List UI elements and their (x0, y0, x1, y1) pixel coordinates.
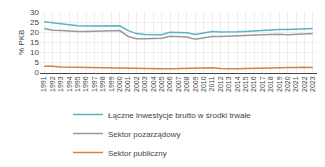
svg-text:2012: 2012 (217, 76, 224, 92)
svg-text:2002: 2002 (133, 76, 140, 92)
svg-text:2005: 2005 (158, 76, 165, 92)
svg-text:1994: 1994 (66, 76, 73, 92)
svg-text:2020: 2020 (284, 76, 291, 92)
svg-text:2017: 2017 (259, 76, 266, 92)
svg-text:1991: 1991 (40, 76, 47, 92)
svg-text:2019: 2019 (276, 76, 283, 92)
svg-text:2007: 2007 (175, 76, 182, 92)
svg-text:1993: 1993 (57, 76, 64, 92)
svg-text:15: 15 (30, 38, 39, 47)
svg-text:20: 20 (30, 28, 39, 37)
svg-text:30: 30 (30, 8, 39, 17)
svg-text:2009: 2009 (192, 76, 199, 92)
svg-text:2021: 2021 (292, 76, 299, 92)
svg-text:2015: 2015 (242, 76, 249, 92)
svg-text:10: 10 (30, 48, 39, 57)
svg-text:2018: 2018 (267, 76, 274, 92)
svg-text:2011: 2011 (208, 76, 215, 91)
svg-text:Łączne inwestycje brutto w śro: Łączne inwestycje brutto w środki trwałe (108, 111, 251, 120)
svg-text:2003: 2003 (141, 76, 148, 92)
svg-text:2000: 2000 (116, 76, 123, 92)
svg-text:2023: 2023 (309, 76, 316, 92)
svg-text:5: 5 (35, 58, 40, 67)
svg-text:% PKB: % PKB (17, 30, 26, 55)
svg-text:2006: 2006 (166, 76, 173, 92)
svg-text:1998: 1998 (99, 76, 106, 92)
svg-text:1999: 1999 (108, 76, 115, 92)
svg-text:2004: 2004 (150, 76, 157, 92)
svg-text:1996: 1996 (82, 76, 89, 92)
svg-text:2008: 2008 (183, 76, 190, 92)
svg-text:2014: 2014 (234, 76, 241, 92)
svg-text:Sektor publiczny: Sektor publiczny (108, 149, 167, 158)
svg-text:0: 0 (35, 68, 40, 77)
svg-text:Sektor pozarządowy: Sektor pozarządowy (108, 130, 180, 139)
svg-text:2001: 2001 (124, 76, 131, 92)
svg-text:25: 25 (30, 18, 39, 27)
svg-text:2010: 2010 (200, 76, 207, 92)
svg-text:2013: 2013 (225, 76, 232, 92)
svg-text:1995: 1995 (74, 76, 81, 92)
svg-text:1997: 1997 (91, 76, 98, 92)
svg-text:1992: 1992 (49, 76, 56, 92)
svg-text:2022: 2022 (301, 76, 308, 92)
svg-text:2016: 2016 (250, 76, 257, 92)
